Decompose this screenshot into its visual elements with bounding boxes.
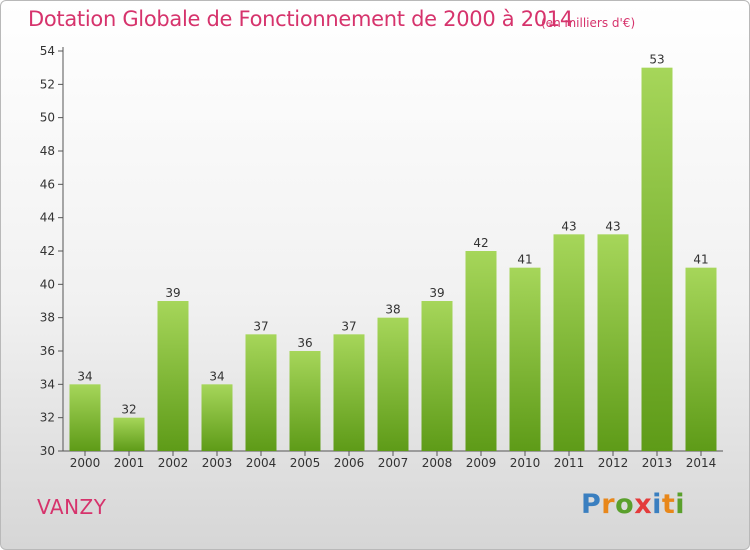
commune-name: VANZY: [37, 495, 107, 519]
x-tick-label: 2000: [70, 456, 101, 470]
bar-2004[interactable]: [245, 334, 277, 451]
bar-value-label: 41: [693, 253, 708, 267]
x-tick-label: 2005: [290, 456, 321, 470]
bar-2006[interactable]: [333, 334, 365, 451]
bar-2005[interactable]: [289, 351, 321, 451]
chart-subtitle: (en milliers d'€): [541, 16, 636, 30]
y-tick-label: 34: [40, 377, 55, 391]
bar-2002[interactable]: [157, 301, 189, 451]
bar-value-label: 36: [297, 336, 312, 350]
bar-value-label: 39: [429, 286, 444, 300]
y-tick-label: 40: [40, 277, 55, 291]
logo-letter: r: [601, 489, 616, 520]
x-tick-label: 2013: [642, 456, 673, 470]
x-tick-label: 2010: [510, 456, 541, 470]
y-tick-label: 30: [40, 444, 55, 458]
x-tick-label: 2003: [202, 456, 233, 470]
y-tick-label: 36: [40, 344, 55, 358]
y-tick-label: 38: [40, 311, 55, 325]
bar-value-label: 37: [253, 319, 268, 333]
x-tick-label: 2004: [246, 456, 277, 470]
proxiti-logo[interactable]: Proxiti: [581, 489, 685, 520]
y-tick-label: 42: [40, 244, 55, 258]
y-tick-label: 50: [40, 111, 55, 125]
bar-2008[interactable]: [421, 301, 453, 451]
chart-title: Dotation Globale de Fonctionnement de 20…: [28, 7, 573, 31]
y-tick-label: 48: [40, 144, 55, 158]
x-tick-label: 2012: [598, 456, 629, 470]
bar-2014[interactable]: [685, 267, 717, 451]
bar-value-label: 42: [473, 236, 488, 250]
y-tick-label: 32: [40, 411, 55, 425]
x-tick-label: 2007: [378, 456, 409, 470]
bar-2007[interactable]: [377, 317, 409, 451]
bar-2011[interactable]: [553, 234, 585, 451]
x-tick-label: 2008: [422, 456, 453, 470]
bar-value-label: 39: [165, 286, 180, 300]
x-tick-label: 2002: [158, 456, 189, 470]
bar-value-label: 32: [121, 403, 136, 417]
logo-letter: i: [675, 489, 686, 520]
bar-2012[interactable]: [597, 234, 629, 451]
x-tick-label: 2009: [466, 456, 497, 470]
bar-2000[interactable]: [69, 384, 101, 451]
logo-letter: o: [615, 489, 635, 520]
bar-value-label: 43: [605, 219, 620, 233]
logo-letter: x: [634, 489, 653, 520]
logo-letter: i: [652, 489, 662, 520]
x-tick-label: 2006: [334, 456, 365, 470]
y-tick-label: 44: [40, 211, 55, 225]
bar-2001[interactable]: [113, 417, 145, 451]
bar-value-label: 43: [561, 219, 576, 233]
y-tick-label: 46: [40, 177, 55, 191]
bar-value-label: 41: [517, 253, 532, 267]
bar-2003[interactable]: [201, 384, 233, 451]
bar-2009[interactable]: [465, 251, 497, 451]
bar-value-label: 37: [341, 319, 356, 333]
bar-2010[interactable]: [509, 267, 541, 451]
x-tick-label: 2001: [114, 456, 145, 470]
bar-value-label: 34: [209, 369, 224, 383]
bar-value-label: 38: [385, 303, 400, 317]
x-tick-label: 2014: [686, 456, 717, 470]
x-tick-label: 2011: [554, 456, 585, 470]
y-tick-label: 54: [40, 44, 55, 58]
bar-value-label: 34: [77, 369, 92, 383]
logo-letter: t: [661, 489, 676, 520]
bar-value-label: 53: [649, 53, 664, 67]
bar-2013[interactable]: [641, 67, 673, 452]
y-tick-label: 52: [40, 77, 55, 91]
logo-letter: P: [581, 489, 602, 520]
